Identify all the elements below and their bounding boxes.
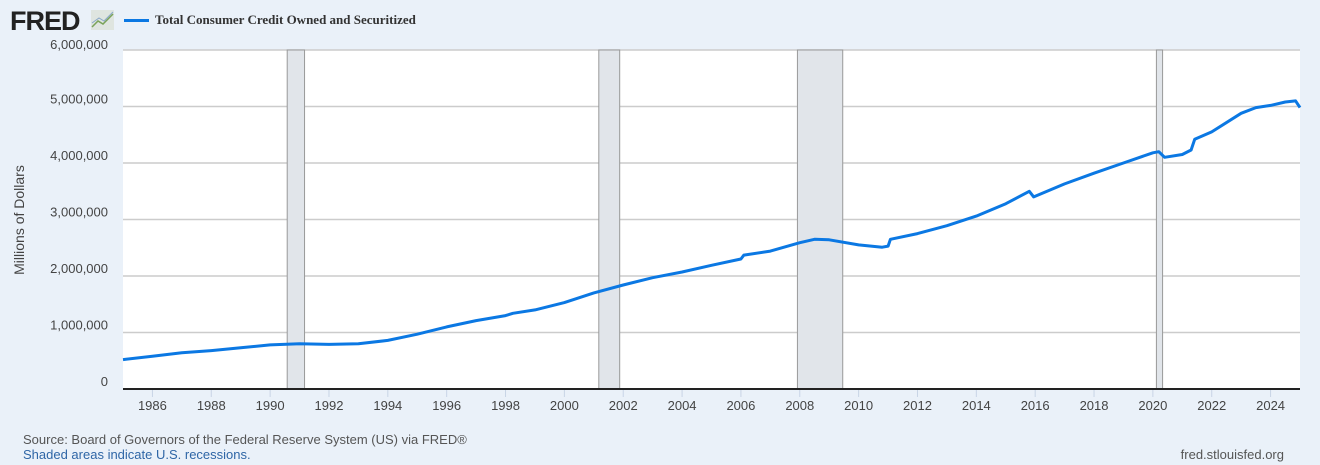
x-tick-label: 2020 [1138,398,1167,413]
x-tick-label: 1996 [432,398,461,413]
y-tick-label: 0 [101,374,108,389]
chart: 0 1,000,000 2,000,000 3,000,000 4,000,000 5,0… [50,37,1302,413]
x-tick-label: 2024 [1256,398,1285,413]
x-tick-label: 2002 [609,398,638,413]
y-tick-label: 2,000,000 [50,261,108,276]
x-tick-label: 2000 [550,398,579,413]
legend: Total Consumer Credit Owned and Securiti… [124,12,416,28]
x-tick-label: 2004 [668,398,697,413]
legend-line-swatch [124,18,149,22]
x-tick-label: 2014 [962,398,991,413]
recession-shade [796,49,844,390]
x-tick-label: 1994 [373,398,402,413]
x-tick-label: 2016 [1021,398,1050,413]
recession-note-link[interactable]: Shaded areas indicate U.S. recessions. [23,447,251,462]
x-tick-label: 2018 [1080,398,1109,413]
fred-url[interactable]: fred.stlouisfed.org [1180,447,1284,462]
recession-shade [598,49,621,390]
y-tick-label: 1,000,000 [50,318,108,333]
series-line [122,99,1302,362]
x-tick-label: 1998 [491,398,520,413]
legend-label[interactable]: Total Consumer Credit Owned and Securiti… [155,12,416,27]
source-note: Source: Board of Governors of the Federa… [23,432,467,447]
x-tick-label: 2022 [1197,398,1226,413]
x-tick-label: 2012 [903,398,932,413]
x-tick-label: 1990 [256,398,285,413]
recession-shade [1155,49,1164,390]
y-tick-label: 4,000,000 [50,148,108,163]
y-tick-label: 3,000,000 [50,205,108,220]
x-tick-label: 2010 [844,398,873,413]
fred-logo[interactable]: FRED [10,6,80,36]
recession-shade [286,49,306,390]
fred-logo-chart-icon [91,10,114,30]
x-tick-label: 1992 [315,398,344,413]
y-tick-label: 6,000,000 [50,37,108,52]
x-tick-label: 1986 [138,398,167,413]
y-tick-label: 5,000,000 [50,92,108,107]
x-tick-label: 1988 [197,398,226,413]
x-tick-label: 2006 [726,398,755,413]
x-tick-label: 2008 [785,398,814,413]
